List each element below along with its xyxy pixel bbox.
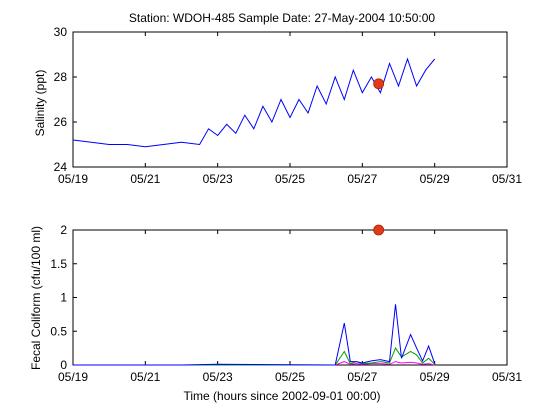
y-tick-label: 2 [60, 223, 67, 237]
plot-frame [72, 229, 508, 366]
sample-point [373, 224, 385, 236]
x-tick-label: 05/31 [492, 370, 522, 384]
salinity-y-label: Salinity (ppt) [33, 70, 47, 137]
x-tick-label: 05/27 [347, 172, 377, 186]
x-tick-label: 05/25 [275, 172, 305, 186]
y-tick-label: 1.5 [50, 257, 67, 271]
plot-frame [72, 31, 508, 168]
y-tick-label: 28 [54, 70, 68, 84]
chart-title: Station: WDOH-485 Sample Date: 27-May-20… [129, 11, 435, 25]
x-tick-label: 05/27 [347, 370, 377, 384]
data-series-line [72, 57, 436, 148]
fecal-coliform-y-label: Fecal Coliform (cfu/100 ml) [29, 226, 43, 370]
salinity-panel: 05/19 05/21 05/23 05/25 05/27 05/29 05/31 24 26 2… [54, 25, 523, 186]
y-tick-label: 0 [60, 358, 67, 372]
x-tick-label: 05/21 [130, 370, 160, 384]
x-tick-label: 05/19 [58, 370, 88, 384]
fecal-coliform-panel: 05/19 05/21 05/23 05/25 05/27 05/29 05/31 0 0.5 1… [50, 223, 522, 384]
x-tick-label: 05/21 [130, 172, 160, 186]
x-tick-label: 05/23 [203, 172, 233, 186]
sample-point [373, 78, 385, 90]
x-tick-label: 05/25 [275, 370, 305, 384]
data-series-line [73, 347, 436, 366]
y-tick-label: 0.5 [50, 324, 67, 338]
x-axis-label: Time (hours since 2002-09-01 00:00) [184, 389, 381, 403]
y-tick-label: 24 [54, 160, 68, 174]
x-tick-label: 05/29 [420, 172, 450, 186]
y-tick-label: 30 [54, 25, 68, 39]
x-tick-label: 05/31 [492, 172, 522, 186]
y-tick-label: 1 [60, 291, 67, 305]
y-tick-label: 26 [54, 115, 68, 129]
x-tick-label: 05/29 [420, 370, 450, 384]
x-tick-label: 05/23 [203, 370, 233, 384]
x-tick-label: 05/19 [58, 172, 88, 186]
data-series-line [73, 304, 436, 366]
